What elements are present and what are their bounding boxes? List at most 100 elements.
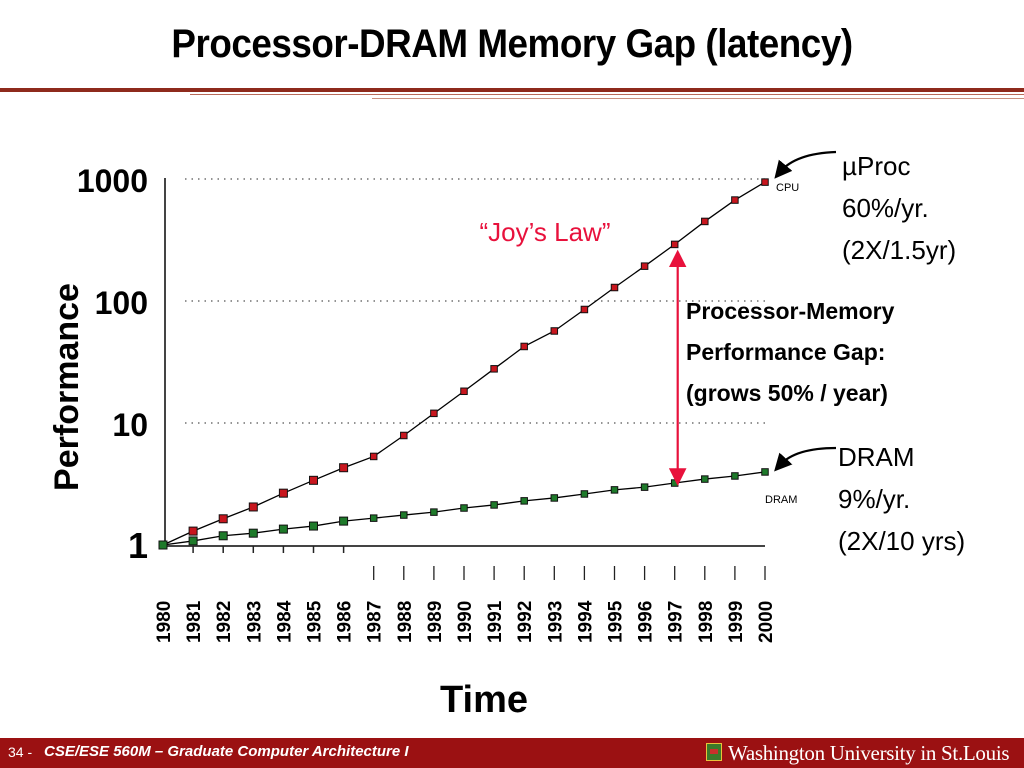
x-tick-label: 1998 bbox=[696, 601, 717, 643]
data-point-cpu bbox=[520, 342, 528, 351]
data-point-dram bbox=[550, 494, 559, 502]
data-point-dram bbox=[158, 540, 168, 550]
data-point-dram bbox=[731, 472, 739, 480]
dram-note-line-1: DRAM bbox=[838, 442, 915, 472]
axes bbox=[163, 178, 765, 547]
cpu-series-label: CPU bbox=[776, 182, 799, 194]
data-point-cpu bbox=[400, 431, 408, 440]
course-title: CSE/ESE 560M – Graduate Computer Archite… bbox=[44, 743, 409, 760]
y-tick-label: 1000 bbox=[77, 163, 148, 199]
data-point-dram bbox=[460, 504, 468, 512]
x-tick-label: 1997 bbox=[666, 601, 687, 643]
joys-law-label: “Joy’s Law” bbox=[479, 217, 610, 247]
gap-note: Processor-Memory Performance Gap: (grows… bbox=[686, 298, 895, 406]
x-tick-label: 1989 bbox=[425, 601, 446, 643]
x-tick-labels: 1980 1981 1982 1983 1984 1985 1986 1987 1988 1989… bbox=[154, 600, 777, 643]
y-tick-label: 1 bbox=[128, 525, 148, 566]
crest-icon bbox=[706, 743, 722, 761]
x-tick-label: 1993 bbox=[545, 601, 566, 643]
x-tick-label: 2000 bbox=[756, 601, 777, 643]
x-tick-label: 1995 bbox=[606, 600, 627, 643]
x-tick-label: 1986 bbox=[335, 601, 356, 643]
annotations bbox=[668, 150, 837, 486]
data-point-dram bbox=[640, 483, 649, 491]
cpu-note-line-3: (2X/1.5yr) bbox=[842, 235, 956, 265]
x-tick-label: 1994 bbox=[575, 600, 596, 643]
data-point-cpu bbox=[248, 502, 258, 512]
dram-note: DRAM 9%/yr. (2X/10 yrs) bbox=[838, 442, 965, 556]
data-point-cpu bbox=[640, 262, 649, 270]
data-point-dram bbox=[369, 514, 378, 522]
data-point-cpu bbox=[430, 409, 438, 418]
dram-note-line-3: (2X/10 yrs) bbox=[838, 526, 965, 556]
data-point-cpu bbox=[550, 327, 559, 335]
y-tick-label: 10 bbox=[112, 407, 148, 443]
dram-pointer-arrow bbox=[774, 446, 837, 472]
data-point-dram bbox=[248, 528, 258, 538]
series bbox=[158, 178, 769, 550]
dram-note-line-2: 9%/yr. bbox=[838, 484, 910, 514]
data-point-cpu bbox=[731, 196, 739, 204]
series-line-cpu bbox=[162, 181, 766, 546]
title-rule-thick bbox=[0, 88, 1024, 92]
data-point-cpu bbox=[188, 526, 198, 536]
title-rule-thin bbox=[190, 94, 1024, 95]
x-tick-label: 1992 bbox=[515, 601, 536, 643]
data-point-dram bbox=[400, 511, 408, 519]
x-ticks bbox=[192, 546, 766, 580]
data-point-cpu bbox=[369, 452, 378, 461]
slide-footer: 34 - CSE/ESE 560M – Graduate Computer Ar… bbox=[0, 738, 1024, 768]
data-point-dram bbox=[580, 490, 589, 498]
data-point-cpu bbox=[460, 387, 468, 396]
data-point-dram bbox=[188, 536, 198, 546]
x-tick-label: 1984 bbox=[274, 600, 295, 643]
data-point-cpu bbox=[701, 217, 709, 226]
university-name: Washington University in St.Louis bbox=[728, 741, 1010, 765]
data-point-dram bbox=[218, 531, 228, 541]
cpu-pointer-arrow bbox=[774, 150, 837, 179]
cpu-note-line-2: 60%/yr. bbox=[842, 193, 929, 223]
x-tick-label: 1983 bbox=[244, 601, 265, 643]
data-point-cpu bbox=[309, 475, 318, 485]
title-rule-thin-2 bbox=[372, 98, 1024, 99]
y-tick-labels: 1 10 100 1000 bbox=[77, 163, 148, 566]
page-number: 34 - bbox=[8, 744, 33, 760]
data-point-cpu bbox=[218, 514, 228, 524]
data-point-cpu bbox=[278, 488, 288, 498]
gap-note-line-2: Performance Gap: bbox=[686, 339, 885, 365]
data-point-dram bbox=[761, 468, 769, 476]
cpu-note: µProc 60%/yr. (2X/1.5yr) bbox=[842, 151, 956, 265]
university-logo: Washington University in St.Louis bbox=[706, 741, 1024, 765]
data-point-dram bbox=[670, 479, 679, 487]
x-tick-label: 1996 bbox=[636, 601, 657, 643]
x-tick-label: 1982 bbox=[214, 601, 235, 643]
x-tick-label: 1991 bbox=[485, 600, 506, 643]
data-point-dram bbox=[339, 516, 349, 526]
x-axis-label: Time bbox=[440, 679, 528, 721]
data-point-cpu bbox=[670, 240, 679, 249]
data-point-dram bbox=[490, 501, 498, 509]
slide-title: Processor-DRAM Memory Gap (latency) bbox=[171, 22, 853, 66]
x-tick-label: 1987 bbox=[365, 601, 386, 643]
data-point-dram bbox=[701, 475, 709, 483]
data-point-cpu bbox=[490, 365, 498, 373]
x-tick-label: 1988 bbox=[395, 601, 416, 643]
x-tick-label: 1980 bbox=[154, 601, 175, 643]
gap-note-line-3: (grows 50% / year) bbox=[686, 380, 888, 406]
x-tick-label: 1985 bbox=[305, 600, 326, 643]
cpu-note-line-1: µProc bbox=[842, 151, 910, 181]
data-point-dram bbox=[309, 521, 318, 531]
gap-note-line-1: Processor-Memory bbox=[686, 298, 895, 324]
y-axis-label: Performance bbox=[48, 283, 86, 491]
data-point-cpu bbox=[580, 305, 589, 314]
x-tick-label: 1990 bbox=[455, 601, 476, 643]
data-point-cpu bbox=[761, 178, 769, 186]
data-point-dram bbox=[430, 508, 438, 516]
x-tick-label: 1981 bbox=[184, 600, 205, 643]
dram-series-label: DRAM bbox=[765, 494, 797, 506]
data-point-cpu bbox=[339, 463, 349, 473]
x-tick-label: 1999 bbox=[726, 601, 747, 643]
data-point-dram bbox=[610, 486, 619, 494]
data-point-cpu bbox=[610, 283, 619, 292]
